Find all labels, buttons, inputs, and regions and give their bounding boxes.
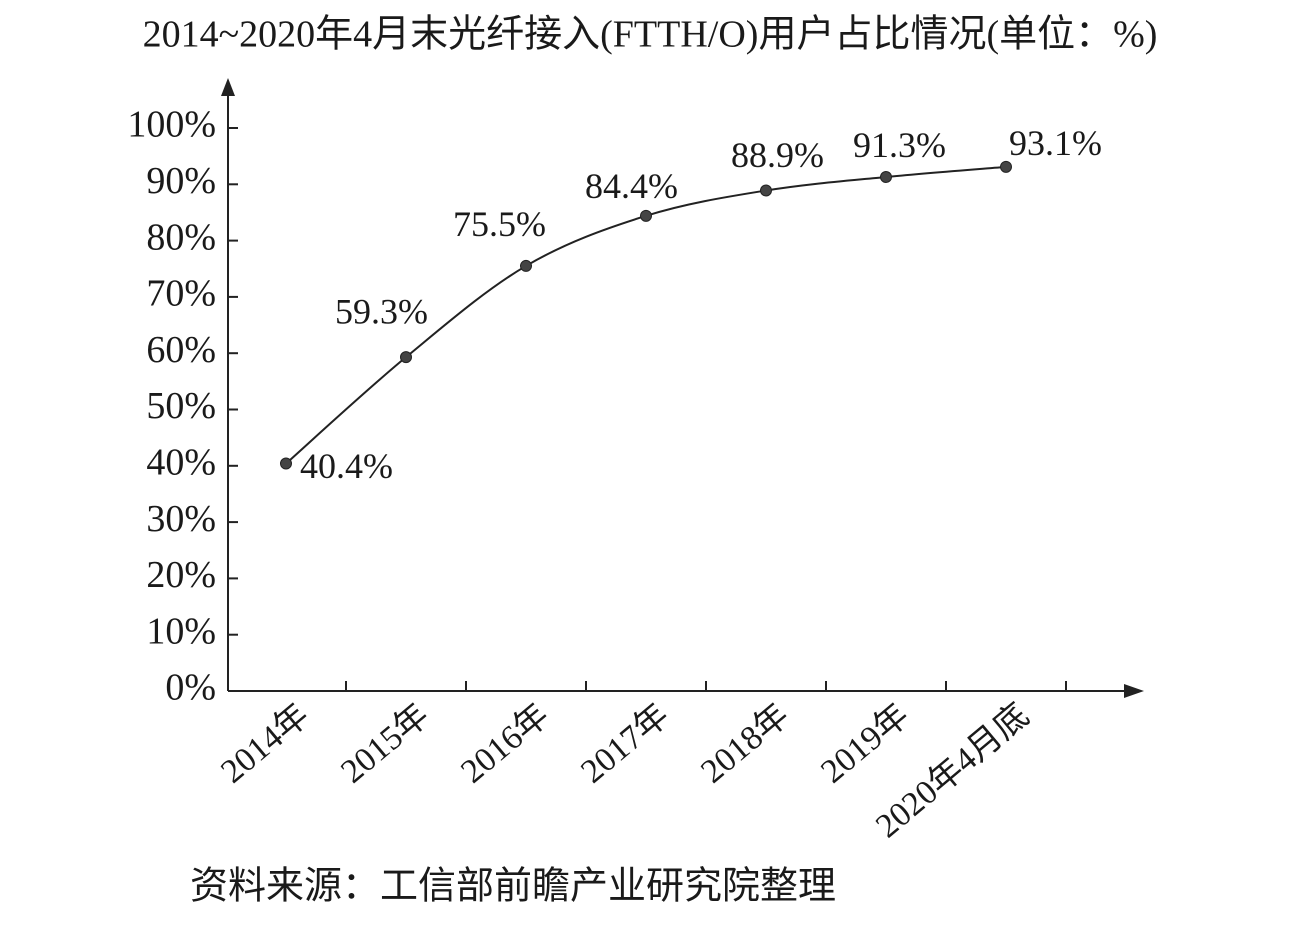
point bbox=[880, 170, 892, 183]
data-label: 88.9% bbox=[731, 135, 824, 175]
y-tick-label: 70% bbox=[146, 273, 216, 315]
x-tick-label: 2019年 bbox=[814, 696, 917, 791]
data-label: 40.4% bbox=[300, 446, 393, 486]
y-tick-label: 30% bbox=[146, 498, 216, 540]
point bbox=[520, 259, 532, 272]
x-tick-label: 2014年 bbox=[214, 696, 317, 791]
point bbox=[760, 184, 772, 197]
point bbox=[280, 457, 292, 470]
x-tick-label: 2018年 bbox=[694, 696, 797, 791]
x-tick-label: 2016年 bbox=[454, 696, 557, 791]
data-label: 75.5% bbox=[453, 204, 546, 244]
source-note: 资料来源：工信部前瞻产业研究院整理 bbox=[190, 866, 836, 908]
data-label: 59.3% bbox=[335, 291, 428, 331]
y-tick-label: 90% bbox=[146, 160, 216, 202]
chart-title: 2014~2020年4月末光纤接入(FTTH/O)用户占比情况(单位：%) bbox=[143, 14, 1158, 56]
y-tick-label: 80% bbox=[146, 216, 216, 258]
y-tick-label: 100% bbox=[127, 104, 216, 146]
y-tick-label: 20% bbox=[146, 554, 216, 596]
x-tick-label: 2017年 bbox=[574, 696, 677, 791]
data-label: 93.1% bbox=[1009, 123, 1102, 163]
x-tick-label: 2015年 bbox=[334, 696, 437, 791]
point bbox=[1000, 160, 1012, 173]
y-tick-label: 0% bbox=[165, 667, 216, 709]
x-axis-arrow bbox=[1124, 684, 1144, 698]
y-axis-arrow bbox=[221, 78, 235, 96]
y-tick-label: 40% bbox=[146, 442, 216, 484]
data-label: 84.4% bbox=[585, 166, 678, 206]
y-tick-label: 50% bbox=[146, 385, 216, 427]
y-tick-label: 10% bbox=[146, 610, 216, 652]
data-label: 91.3% bbox=[853, 125, 946, 165]
point bbox=[400, 351, 412, 364]
point bbox=[640, 209, 652, 222]
y-tick-label: 60% bbox=[146, 329, 216, 371]
